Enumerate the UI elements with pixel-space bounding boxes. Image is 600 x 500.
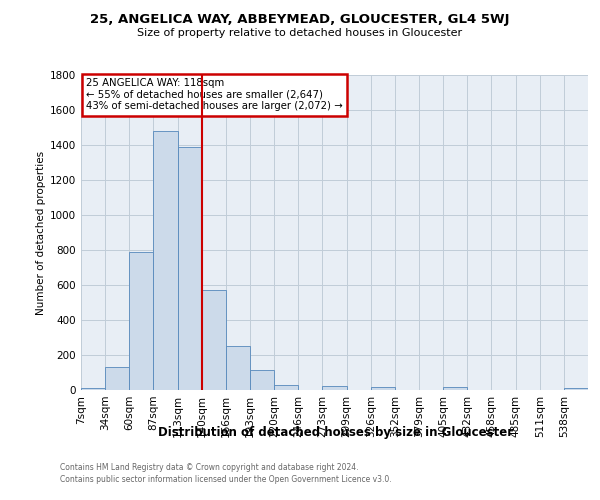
- Bar: [564, 388, 588, 390]
- Bar: [250, 370, 274, 390]
- Bar: [322, 386, 347, 390]
- Text: 25 ANGELICA WAY: 118sqm
← 55% of detached houses are smaller (2,647)
43% of semi: 25 ANGELICA WAY: 118sqm ← 55% of detache…: [86, 78, 343, 112]
- Bar: [443, 388, 467, 390]
- Text: Distribution of detached houses by size in Gloucester: Distribution of detached houses by size …: [158, 426, 514, 439]
- Bar: [81, 388, 105, 390]
- Bar: [178, 147, 202, 390]
- Text: Contains public sector information licensed under the Open Government Licence v3: Contains public sector information licen…: [60, 474, 392, 484]
- Text: 25, ANGELICA WAY, ABBEYMEAD, GLOUCESTER, GL4 5WJ: 25, ANGELICA WAY, ABBEYMEAD, GLOUCESTER,…: [90, 12, 510, 26]
- Bar: [154, 131, 178, 390]
- Text: Size of property relative to detached houses in Gloucester: Size of property relative to detached ho…: [137, 28, 463, 38]
- Bar: [226, 346, 250, 390]
- Bar: [105, 367, 129, 390]
- Bar: [371, 386, 395, 390]
- Y-axis label: Number of detached properties: Number of detached properties: [36, 150, 46, 314]
- Bar: [129, 252, 154, 390]
- Text: Contains HM Land Registry data © Crown copyright and database right 2024.: Contains HM Land Registry data © Crown c…: [60, 464, 359, 472]
- Bar: [274, 385, 298, 390]
- Bar: [202, 290, 226, 390]
